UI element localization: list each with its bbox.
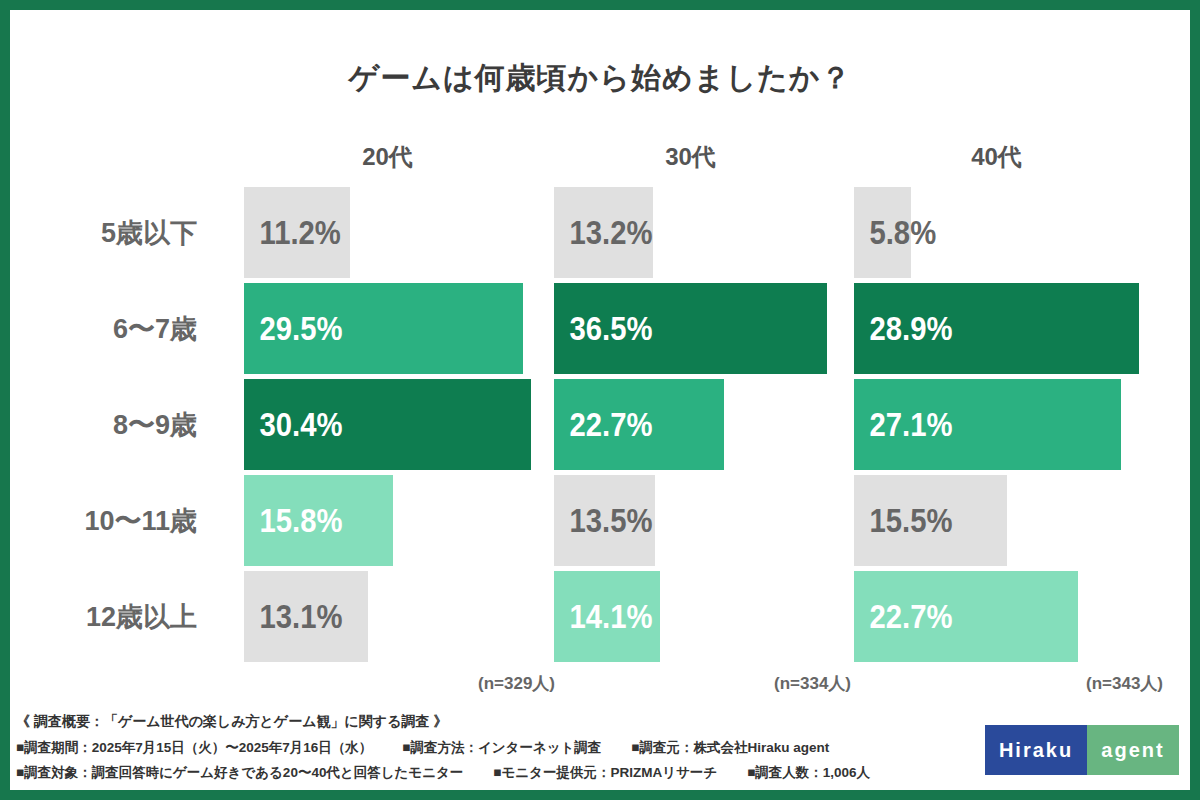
bar-30代-4: 14.1% xyxy=(554,571,660,662)
bar-20代-0: 11.2% xyxy=(244,187,350,278)
row-label-4: 12歳以上 xyxy=(10,571,197,662)
survey-footer: 《 調査概要：「ゲーム世代の楽しみ方とゲーム観」に関する調査 》 ■調査期間：2… xyxy=(16,713,981,789)
bar-40代-4: 22.7% xyxy=(854,571,1078,662)
bar-value-label: 28.9% xyxy=(854,309,952,348)
survey-detail-line-1: ■調査期間：2025年7月15日（火）〜2025年7月16日（水） ■調査方法：イ… xyxy=(16,739,981,757)
row-label-0: 5歳以下 xyxy=(10,187,197,278)
bar-30代-0: 13.2% xyxy=(554,187,653,278)
n-label-40代: (n=343人) xyxy=(854,672,1163,695)
bar-20代-2: 30.4% xyxy=(244,379,531,470)
bar-30代-2: 22.7% xyxy=(554,379,724,470)
bar-value-label: 11.2% xyxy=(244,213,341,252)
column-header-30代: 30代 xyxy=(554,141,827,173)
bar-value-label: 22.7% xyxy=(554,405,652,444)
bar-30代-3: 13.5% xyxy=(554,475,655,566)
bar-20代-1: 29.5% xyxy=(244,283,523,374)
bar-value-label: 22.7% xyxy=(854,597,952,636)
bar-value-label: 13.2% xyxy=(554,213,652,252)
chart-title: ゲームは何歳頃から始めましたか？ xyxy=(0,58,1200,99)
bar-value-label: 15.5% xyxy=(854,501,952,540)
bar-value-label: 13.5% xyxy=(554,501,652,540)
bar-value-label: 36.5% xyxy=(554,309,652,348)
bar-40代-3: 15.5% xyxy=(854,475,1007,566)
bar-value-label: 30.4% xyxy=(244,405,342,444)
bar-value-label: 29.5% xyxy=(244,309,342,348)
column-header-20代: 20代 xyxy=(244,141,531,173)
bar-20代-3: 15.8% xyxy=(244,475,393,566)
survey-detail-item: ■調査元：株式会社Hiraku agent xyxy=(631,739,829,757)
survey-detail-item: ■調査対象：調査回答時にゲーム好きである20〜40代と回答したモニター xyxy=(16,764,463,782)
row-label-1: 6〜7歳 xyxy=(10,283,197,374)
bar-value-label: 13.1% xyxy=(244,597,342,636)
bar-40代-0: 5.8% xyxy=(854,187,911,278)
row-label-3: 10〜11歳 xyxy=(10,475,197,566)
survey-detail-item: ■調査人数：1,006人 xyxy=(747,764,870,782)
n-label-30代: (n=334人) xyxy=(554,672,851,695)
bar-20代-4: 13.1% xyxy=(244,571,368,662)
bar-value-label: 5.8% xyxy=(854,213,936,252)
survey-overview: 《 調査概要：「ゲーム世代の楽しみ方とゲーム観」に関する調査 》 xyxy=(16,713,981,731)
bar-value-label: 27.1% xyxy=(854,405,952,444)
bar-30代-1: 36.5% xyxy=(554,283,827,374)
n-label-20代: (n=329人) xyxy=(244,672,555,695)
bar-40代-1: 28.9% xyxy=(854,283,1139,374)
survey-detail-item: ■調査期間：2025年7月15日（火）〜2025年7月16日（水） xyxy=(16,739,372,757)
column-header-40代: 40代 xyxy=(854,141,1139,173)
survey-detail-item: ■調査方法：インターネット調査 xyxy=(402,739,601,757)
logo-hiraku-block: Hiraku xyxy=(985,725,1087,775)
row-label-2: 8〜9歳 xyxy=(10,379,197,470)
survey-detail-line-2: ■調査対象：調査回答時にゲーム好きである20〜40代と回答したモニター ■モニター… xyxy=(16,764,981,782)
survey-detail-item: ■モニター提供元：PRIZMAリサーチ xyxy=(493,764,717,782)
hiraku-agent-logo: Hiraku agent xyxy=(985,725,1179,775)
bar-40代-2: 27.1% xyxy=(854,379,1121,470)
logo-agent-block: agent xyxy=(1087,725,1179,775)
bar-value-label: 15.8% xyxy=(244,501,342,540)
bar-value-label: 14.1% xyxy=(554,597,652,636)
